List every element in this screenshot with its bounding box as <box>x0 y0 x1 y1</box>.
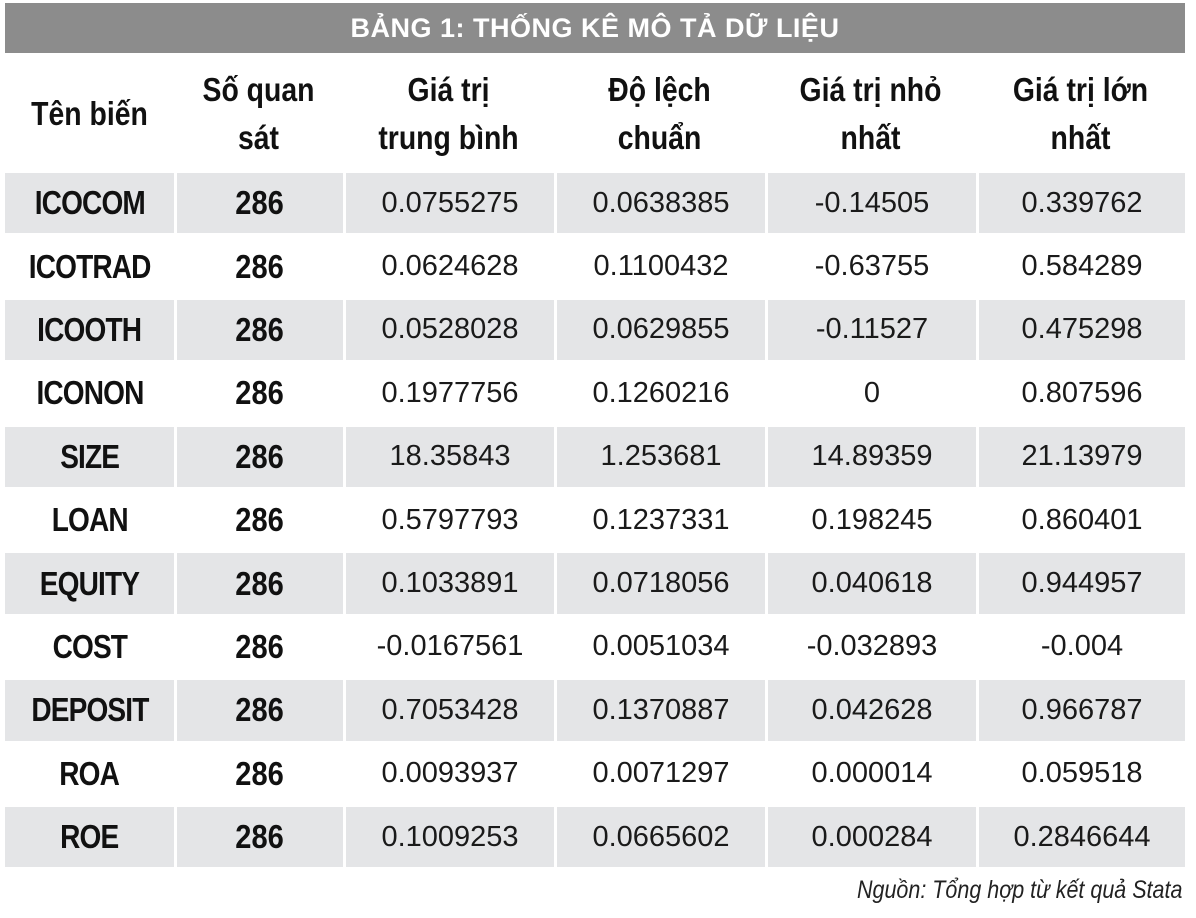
cell-max: 0.2846644 <box>976 803 1185 868</box>
table-row: DEPOSIT 286 0.7053428 0.1370887 0.042628 0.96… <box>5 677 1185 741</box>
cell-variable-name: ICOTRAD <box>5 233 174 297</box>
cell-variable-name: EQUITY <box>5 550 174 614</box>
cell-observations: 286 <box>174 803 343 868</box>
cell-observations: 286 <box>174 550 343 614</box>
cell-variable-name: ICOCOM <box>5 170 174 234</box>
header-observations: Số quan sát <box>185 58 332 170</box>
cell-max: 0.584289 <box>976 233 1185 297</box>
cell-mean: 18.35843 <box>343 423 554 487</box>
cell-observations: 286 <box>174 360 343 424</box>
cell-std-dev: 0.0629855 <box>554 296 765 361</box>
cell-std-dev: 1.253681 <box>554 423 765 487</box>
table-row: LOAN 286 0.5797793 0.1237331 0.198245 0.86040… <box>5 486 1185 551</box>
cell-min: 14.89359 <box>765 423 976 487</box>
cell-min: 0.000014 <box>765 740 976 804</box>
header-variable-name: Tên biến <box>16 58 163 170</box>
cell-observations: 286 <box>174 233 343 297</box>
table-row: ICOTRAD 286 0.0624628 0.1100432 -0.63755 0.58… <box>5 233 1185 297</box>
cell-min: -0.11527 <box>765 296 976 361</box>
table-body: ICOCOM 286 0.0755275 0.0638385 -0.14505 0.339… <box>5 170 1185 868</box>
cell-variable-name: ICONON <box>5 360 174 424</box>
cell-variable-name: ROA <box>5 740 174 804</box>
cell-std-dev: 0.0071297 <box>554 740 765 804</box>
cell-observations: 286 <box>174 170 343 234</box>
cell-max: -0.004 <box>976 613 1185 678</box>
table-title: BẢNG 1: THỐNG KÊ MÔ TẢ DỮ LIỆU <box>5 3 1185 53</box>
cell-mean: 0.0093937 <box>343 740 554 804</box>
cell-std-dev: 0.0638385 <box>554 170 765 234</box>
cell-min: 0.000284 <box>765 803 976 868</box>
cell-mean: 0.0755275 <box>343 170 554 234</box>
cell-variable-name: LOAN <box>5 486 174 551</box>
cell-mean: -0.0167561 <box>343 613 554 678</box>
cell-std-dev: 0.0665602 <box>554 803 765 868</box>
cell-mean: 0.5797793 <box>343 486 554 551</box>
table-row: ICONON 286 0.1977756 0.1260216 0 0.807596 <box>5 360 1185 424</box>
cell-min: -0.14505 <box>765 170 976 234</box>
header-row: Tên biến Số quan sát Giá trị trung bình Độ… <box>5 58 1185 170</box>
cell-max: 21.13979 <box>976 423 1185 487</box>
cell-std-dev: 0.1100432 <box>554 233 765 297</box>
cell-max: 0.339762 <box>976 170 1185 234</box>
cell-std-dev: 0.0718056 <box>554 550 765 614</box>
source-note: Nguồn: Tổng hợp từ kết quả Stata <box>856 876 1182 904</box>
cell-observations: 286 <box>174 486 343 551</box>
cell-std-dev: 0.1260216 <box>554 360 765 424</box>
cell-std-dev: 0.1370887 <box>554 677 765 741</box>
cell-max: 0.475298 <box>976 296 1185 361</box>
cell-variable-name: ROE <box>5 803 174 868</box>
header-min: Giá trị nhỏ nhất <box>779 58 962 170</box>
cell-min: 0 <box>765 360 976 424</box>
cell-min: -0.63755 <box>765 233 976 297</box>
header-max: Giá trị lớn nhất <box>990 58 1171 170</box>
header-std-dev: Độ lệch chuẩn <box>568 58 751 170</box>
table-row: SIZE 286 18.35843 1.253681 14.89359 21.13979 <box>5 423 1185 487</box>
cell-max: 0.860401 <box>976 486 1185 551</box>
cell-observations: 286 <box>174 677 343 741</box>
cell-max: 0.966787 <box>976 677 1185 741</box>
cell-observations: 286 <box>174 740 343 804</box>
cell-mean: 0.0624628 <box>343 233 554 297</box>
table-row: COST 286 -0.0167561 0.0051034 -0.032893 -0.00… <box>5 613 1185 678</box>
cell-variable-name: ICOOTH <box>5 296 174 361</box>
cell-observations: 286 <box>174 296 343 361</box>
table-row: ROE 286 0.1009253 0.0665602 0.000284 0.284664… <box>5 803 1185 868</box>
cell-std-dev: 0.0051034 <box>554 613 765 678</box>
cell-min: 0.040618 <box>765 550 976 614</box>
cell-min: 0.042628 <box>765 677 976 741</box>
cell-min: 0.198245 <box>765 486 976 551</box>
cell-variable-name: SIZE <box>5 423 174 487</box>
descriptive-statistics-table: Tên biến Số quan sát Giá trị trung bình Độ… <box>5 58 1185 868</box>
cell-variable-name: COST <box>5 613 174 678</box>
header-mean: Giá trị trung bình <box>357 58 540 170</box>
cell-mean: 0.1977756 <box>343 360 554 424</box>
cell-mean: 0.1033891 <box>343 550 554 614</box>
cell-std-dev: 0.1237331 <box>554 486 765 551</box>
cell-mean: 0.1009253 <box>343 803 554 868</box>
table-row: ICOOTH 286 0.0528028 0.0629855 -0.11527 0.475… <box>5 296 1185 361</box>
cell-min: -0.032893 <box>765 613 976 678</box>
cell-observations: 286 <box>174 613 343 678</box>
table-row: ICOCOM 286 0.0755275 0.0638385 -0.14505 0.339… <box>5 170 1185 234</box>
cell-observations: 286 <box>174 423 343 487</box>
cell-variable-name: DEPOSIT <box>5 677 174 741</box>
table-row: EQUITY 286 0.1033891 0.0718056 0.040618 0.944… <box>5 550 1185 614</box>
cell-max: 0.807596 <box>976 360 1185 424</box>
cell-max: 0.059518 <box>976 740 1185 804</box>
cell-max: 0.944957 <box>976 550 1185 614</box>
table-row: ROA 286 0.0093937 0.0071297 0.000014 0.059518 <box>5 740 1185 804</box>
cell-mean: 0.7053428 <box>343 677 554 741</box>
cell-mean: 0.0528028 <box>343 296 554 361</box>
